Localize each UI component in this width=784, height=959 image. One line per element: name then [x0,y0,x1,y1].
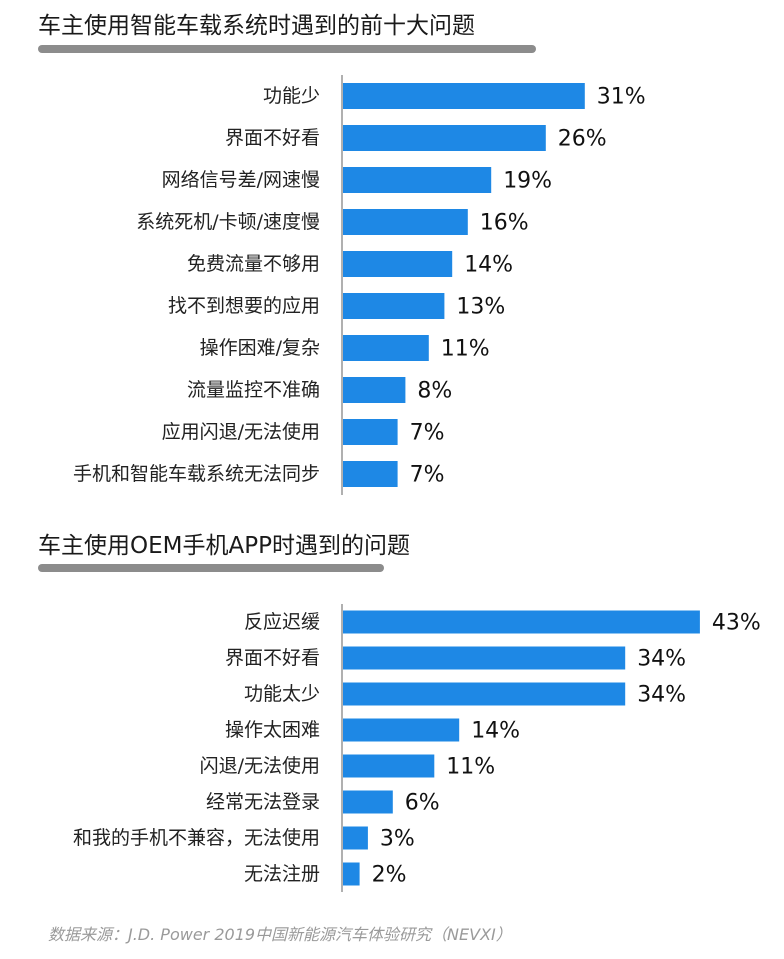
value-label: 14% [471,719,520,744]
value-label: 11% [446,755,495,780]
bar [343,718,460,742]
value-label: 7% [410,421,445,446]
category-label: 网络信号差/网速慢 [162,169,320,191]
category-label: 操作困难/复杂 [200,337,320,359]
bar [343,826,368,850]
bar [343,754,435,778]
value-label: 7% [410,463,445,488]
chart2-title-underline [38,564,384,572]
category-label: 反应迟缓 [244,611,320,633]
category-label: 应用闪退/无法使用 [162,421,320,443]
category-label: 经常无法登录 [206,791,320,813]
value-label: 2% [372,863,407,888]
value-label: 3% [380,827,415,852]
value-label: 34% [637,647,686,672]
value-label: 43% [712,611,761,636]
category-label: 手机和智能车载系统无法同步 [73,463,320,485]
source-note: 数据来源：J.D. Power 2019中国新能源汽车体验研究（NEVXI） [48,925,512,944]
bar [343,83,585,109]
value-label: 11% [441,337,490,362]
chart1-title: 车主使用智能车载系统时遇到的前十大问题 [38,13,475,39]
bar [343,251,453,277]
value-label: 16% [480,211,529,236]
value-label: 31% [597,85,646,110]
category-label: 界面不好看 [225,127,320,149]
category-label: 系统死机/卡顿/速度慢 [136,211,320,233]
bar [343,335,429,361]
bar [343,209,468,235]
chart2-plot: 反应迟缓 43% 界面不好看 34% 功能太少 34% 操作太困难 14% 闪退/无法使用 11%… [73,604,761,892]
bar [343,646,626,670]
bar [343,167,492,193]
value-label: 19% [503,169,552,194]
bar [343,610,700,634]
bar [343,419,398,445]
category-label: 无法注册 [244,863,320,885]
bar [343,682,626,706]
value-label: 13% [456,295,505,320]
category-label: 界面不好看 [225,647,320,669]
bar [343,125,546,151]
value-label: 26% [558,127,607,152]
bar [343,377,406,403]
chart2-title: 车主使用OEM手机APP时遇到的问题 [38,533,410,559]
value-label: 34% [637,683,686,708]
category-label: 功能少 [263,85,320,107]
value-label: 8% [417,379,452,404]
category-label: 功能太少 [244,683,320,705]
category-label: 操作太困难 [225,719,320,741]
category-label: 和我的手机不兼容，无法使用 [73,827,320,849]
bar [343,461,398,487]
chart1-title-underline [38,45,536,53]
category-label: 找不到想要的应用 [168,295,320,317]
bar [343,862,360,886]
category-label: 免费流量不够用 [187,253,320,275]
bar [343,790,393,814]
bar [343,293,445,319]
chart1-plot: 功能少 31% 界面不好看 26% 网络信号差/网速慢 19% 系统死机/卡顿/速度慢 16%… [73,75,646,495]
value-label: 6% [405,791,440,816]
category-label: 闪退/无法使用 [200,755,320,777]
value-label: 14% [464,253,513,278]
category-label: 流量监控不准确 [187,379,320,401]
